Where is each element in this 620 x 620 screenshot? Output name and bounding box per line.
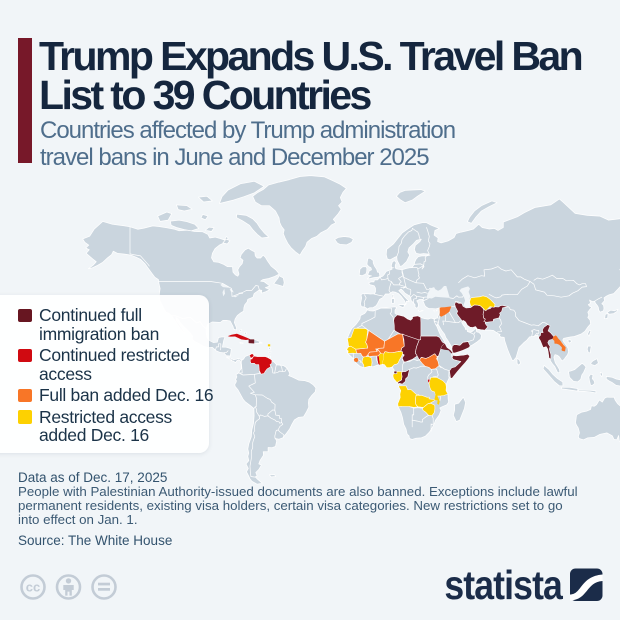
svg-text:cc: cc xyxy=(26,580,40,595)
svg-text:statista: statista xyxy=(444,565,563,605)
